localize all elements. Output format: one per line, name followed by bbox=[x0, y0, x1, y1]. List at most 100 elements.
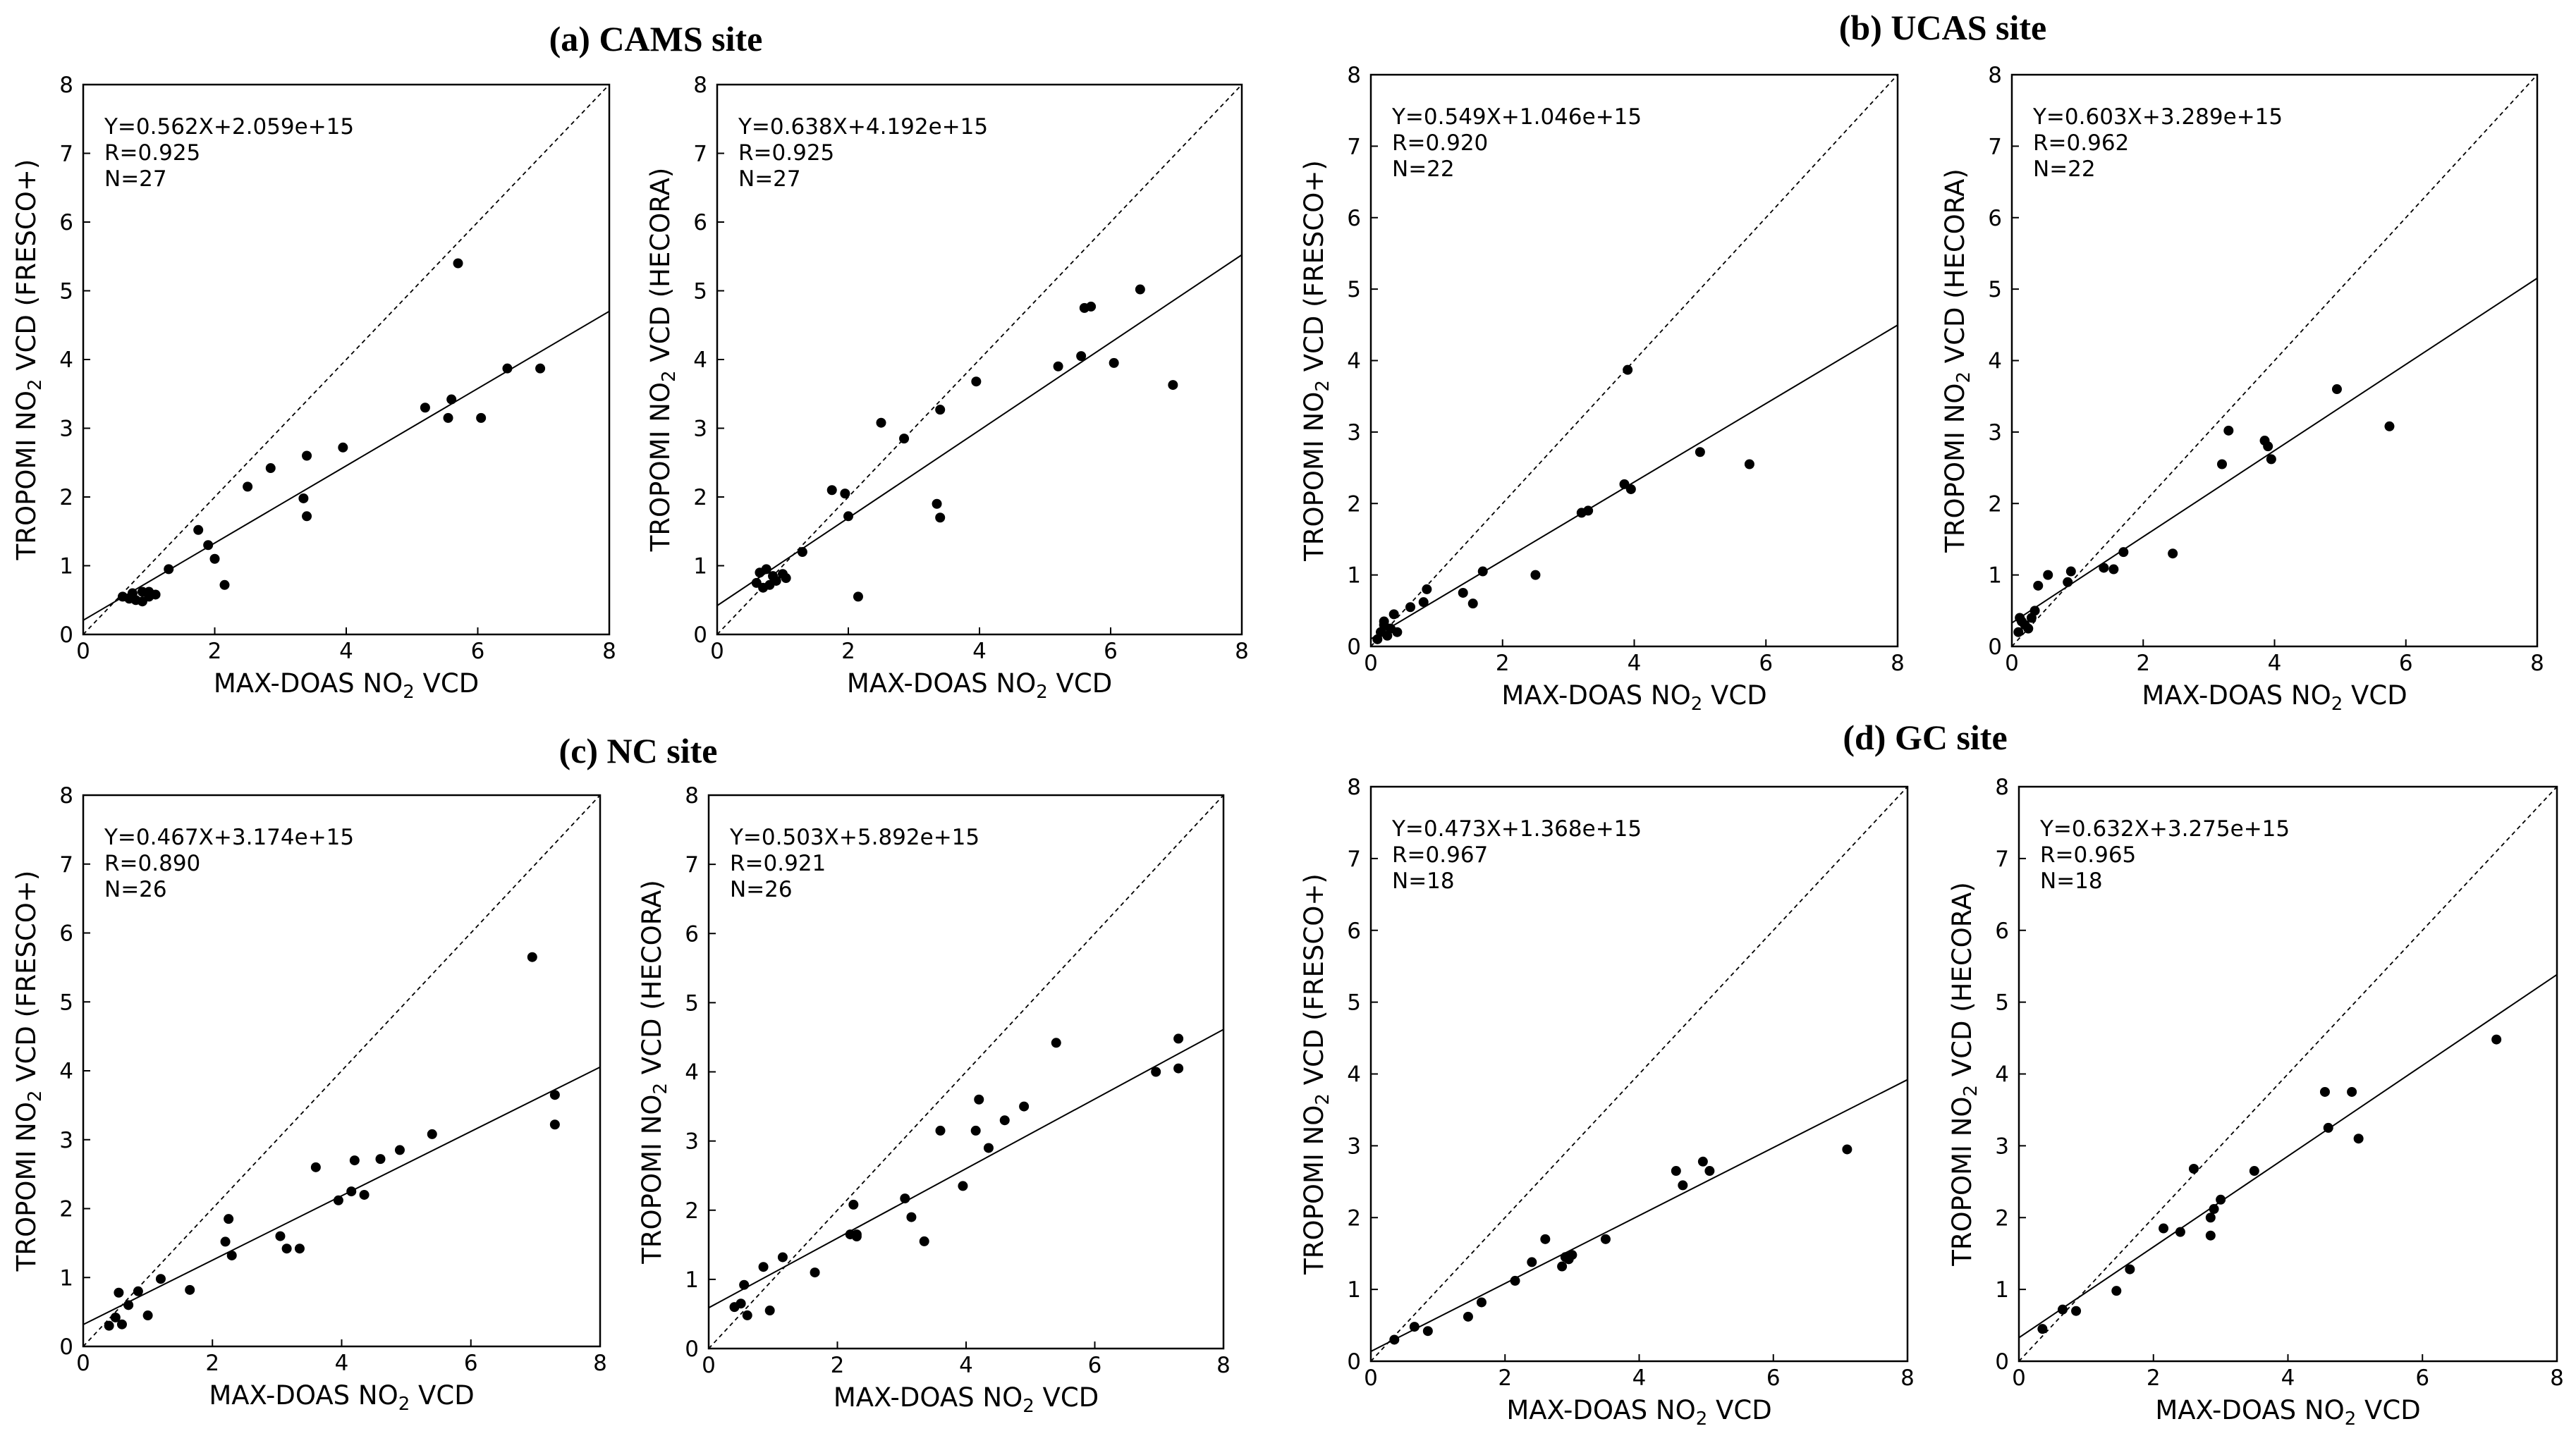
x-tick-label: 4 bbox=[972, 639, 987, 664]
data-point bbox=[104, 1320, 114, 1331]
data-point bbox=[906, 1212, 917, 1222]
data-point bbox=[1418, 597, 1429, 608]
x-tick-label: 6 bbox=[1759, 651, 1773, 676]
y-tick-label: 2 bbox=[59, 1197, 73, 1222]
x-tick-label: 8 bbox=[2550, 1365, 2564, 1391]
data-point bbox=[899, 434, 910, 444]
y-axis-label: TROPOMI NO2 VCD (HECORA) bbox=[645, 168, 680, 553]
x-tick-label: 8 bbox=[1891, 651, 1905, 676]
data-point bbox=[851, 1229, 862, 1240]
x-axis-label: MAX-DOAS NO2 VCD bbox=[214, 668, 479, 703]
y-tick-label: 4 bbox=[59, 348, 73, 373]
data-point bbox=[2159, 1223, 2169, 1234]
data-point bbox=[2015, 613, 2025, 623]
data-point bbox=[1409, 1322, 1420, 1332]
y-tick-label: 5 bbox=[59, 279, 73, 305]
data-point bbox=[2111, 1286, 2122, 1296]
data-point bbox=[110, 1312, 121, 1322]
y-tick-label: 3 bbox=[1995, 1134, 2009, 1159]
x-tick-label: 0 bbox=[76, 639, 90, 664]
data-point bbox=[420, 403, 430, 413]
scatter-panel-2: 0 2 4 6 8 0 1 2 3 4 5 6 7 8 MAX-DOAS NO2 VCD TROPOMI NO… bbox=[645, 73, 1249, 703]
data-point bbox=[446, 394, 457, 405]
site-title-nc: (c) NC site bbox=[559, 731, 718, 770]
x-tick-label: 6 bbox=[464, 1351, 478, 1376]
fit-annotation-line: R=0.967 bbox=[1392, 842, 1488, 868]
data-point bbox=[2037, 1324, 2048, 1334]
y-tick-label: 2 bbox=[59, 485, 73, 510]
y-tick-label: 8 bbox=[1347, 63, 1361, 88]
y-tick-label: 4 bbox=[685, 1060, 699, 1086]
y-tick-label: 0 bbox=[693, 622, 707, 648]
x-tick-label: 6 bbox=[1766, 1365, 1781, 1391]
y-axis-label: TROPOMI NO2 VCD (FRESCO+) bbox=[11, 159, 46, 561]
y-tick-label: 0 bbox=[685, 1337, 699, 1362]
data-point bbox=[935, 512, 946, 523]
y-tick-label: 5 bbox=[59, 990, 73, 1015]
data-point bbox=[2125, 1264, 2135, 1275]
data-point bbox=[1477, 566, 1488, 577]
data-point bbox=[427, 1129, 437, 1139]
data-point bbox=[853, 591, 863, 602]
x-tick-label: 6 bbox=[1088, 1353, 1102, 1378]
data-point bbox=[443, 412, 453, 423]
data-point bbox=[2323, 1122, 2333, 1133]
data-point bbox=[999, 1115, 1010, 1126]
y-tick-label: 4 bbox=[693, 348, 707, 373]
y-tick-label: 6 bbox=[1347, 206, 1361, 231]
scatter-panel-5: 0 2 4 6 8 0 1 2 3 4 5 6 7 8 MAX-DOAS NO2 VCD TROPOMI NO… bbox=[11, 783, 607, 1415]
data-point bbox=[2063, 577, 2073, 587]
y-tick-label: 0 bbox=[1995, 1349, 2009, 1375]
data-point bbox=[2347, 1086, 2357, 1097]
data-point bbox=[739, 1279, 750, 1290]
data-point bbox=[298, 493, 309, 503]
y-axis-label: TROPOMI NO2 VCD (HECORA) bbox=[1947, 882, 1982, 1267]
x-tick-label: 0 bbox=[702, 1353, 716, 1378]
data-point bbox=[2223, 425, 2234, 436]
data-point bbox=[2491, 1034, 2502, 1045]
y-tick-label: 2 bbox=[693, 485, 707, 510]
y-tick-label: 8 bbox=[693, 73, 707, 98]
fit-annotation-line: N=26 bbox=[730, 877, 793, 902]
y-axis-label: TROPOMI NO2 VCD (HECORA) bbox=[637, 880, 671, 1265]
y-tick-label: 6 bbox=[1347, 919, 1361, 944]
data-point bbox=[742, 1310, 752, 1320]
y-tick-label: 2 bbox=[1347, 1205, 1361, 1231]
y-tick-label: 4 bbox=[1347, 1062, 1361, 1088]
y-axis-label: TROPOMI NO2 VCD (FRESCO+) bbox=[11, 871, 46, 1272]
y-tick-label: 1 bbox=[693, 554, 707, 579]
data-point bbox=[2168, 548, 2178, 559]
data-point bbox=[2071, 1306, 2082, 1316]
data-point bbox=[1704, 1166, 1715, 1177]
regression-line bbox=[1371, 324, 1898, 640]
data-point bbox=[1173, 1033, 1184, 1044]
x-tick-label: 4 bbox=[2268, 651, 2282, 676]
data-point bbox=[1671, 1166, 1681, 1177]
data-point bbox=[2099, 563, 2109, 573]
data-point bbox=[127, 588, 138, 598]
data-point bbox=[346, 1186, 357, 1197]
y-tick-label: 8 bbox=[1988, 63, 2002, 88]
data-point bbox=[1405, 602, 1416, 613]
scatter-panel-3: 0 2 4 6 8 0 1 2 3 4 5 6 7 8 MAX-DOAS NO2 VCD TROPOMI NO… bbox=[1299, 63, 1905, 715]
data-point bbox=[2033, 580, 2044, 591]
data-point bbox=[310, 1162, 321, 1172]
data-point bbox=[209, 553, 220, 564]
data-point bbox=[1168, 380, 1178, 391]
data-point bbox=[2108, 564, 2119, 575]
y-tick-label: 1 bbox=[59, 554, 73, 579]
data-point bbox=[900, 1193, 910, 1204]
x-tick-label: 2 bbox=[1498, 1365, 1512, 1391]
fit-annotation-line: N=22 bbox=[1392, 156, 1455, 182]
fit-annotation-line: N=22 bbox=[2033, 156, 2096, 182]
data-point bbox=[1388, 609, 1399, 620]
fit-annotation-line: Y=0.562X+2.059e+15 bbox=[104, 114, 354, 140]
y-tick-label: 5 bbox=[1988, 277, 2002, 302]
x-axis-label: MAX-DOAS NO2 VCD bbox=[847, 668, 1112, 703]
x-axis-label: MAX-DOAS NO2 VCD bbox=[2155, 1395, 2420, 1430]
data-point bbox=[2331, 384, 2342, 395]
data-point bbox=[2205, 1212, 2216, 1223]
data-point bbox=[810, 1267, 820, 1278]
y-tick-label: 8 bbox=[685, 783, 699, 809]
x-tick-label: 0 bbox=[76, 1351, 90, 1376]
